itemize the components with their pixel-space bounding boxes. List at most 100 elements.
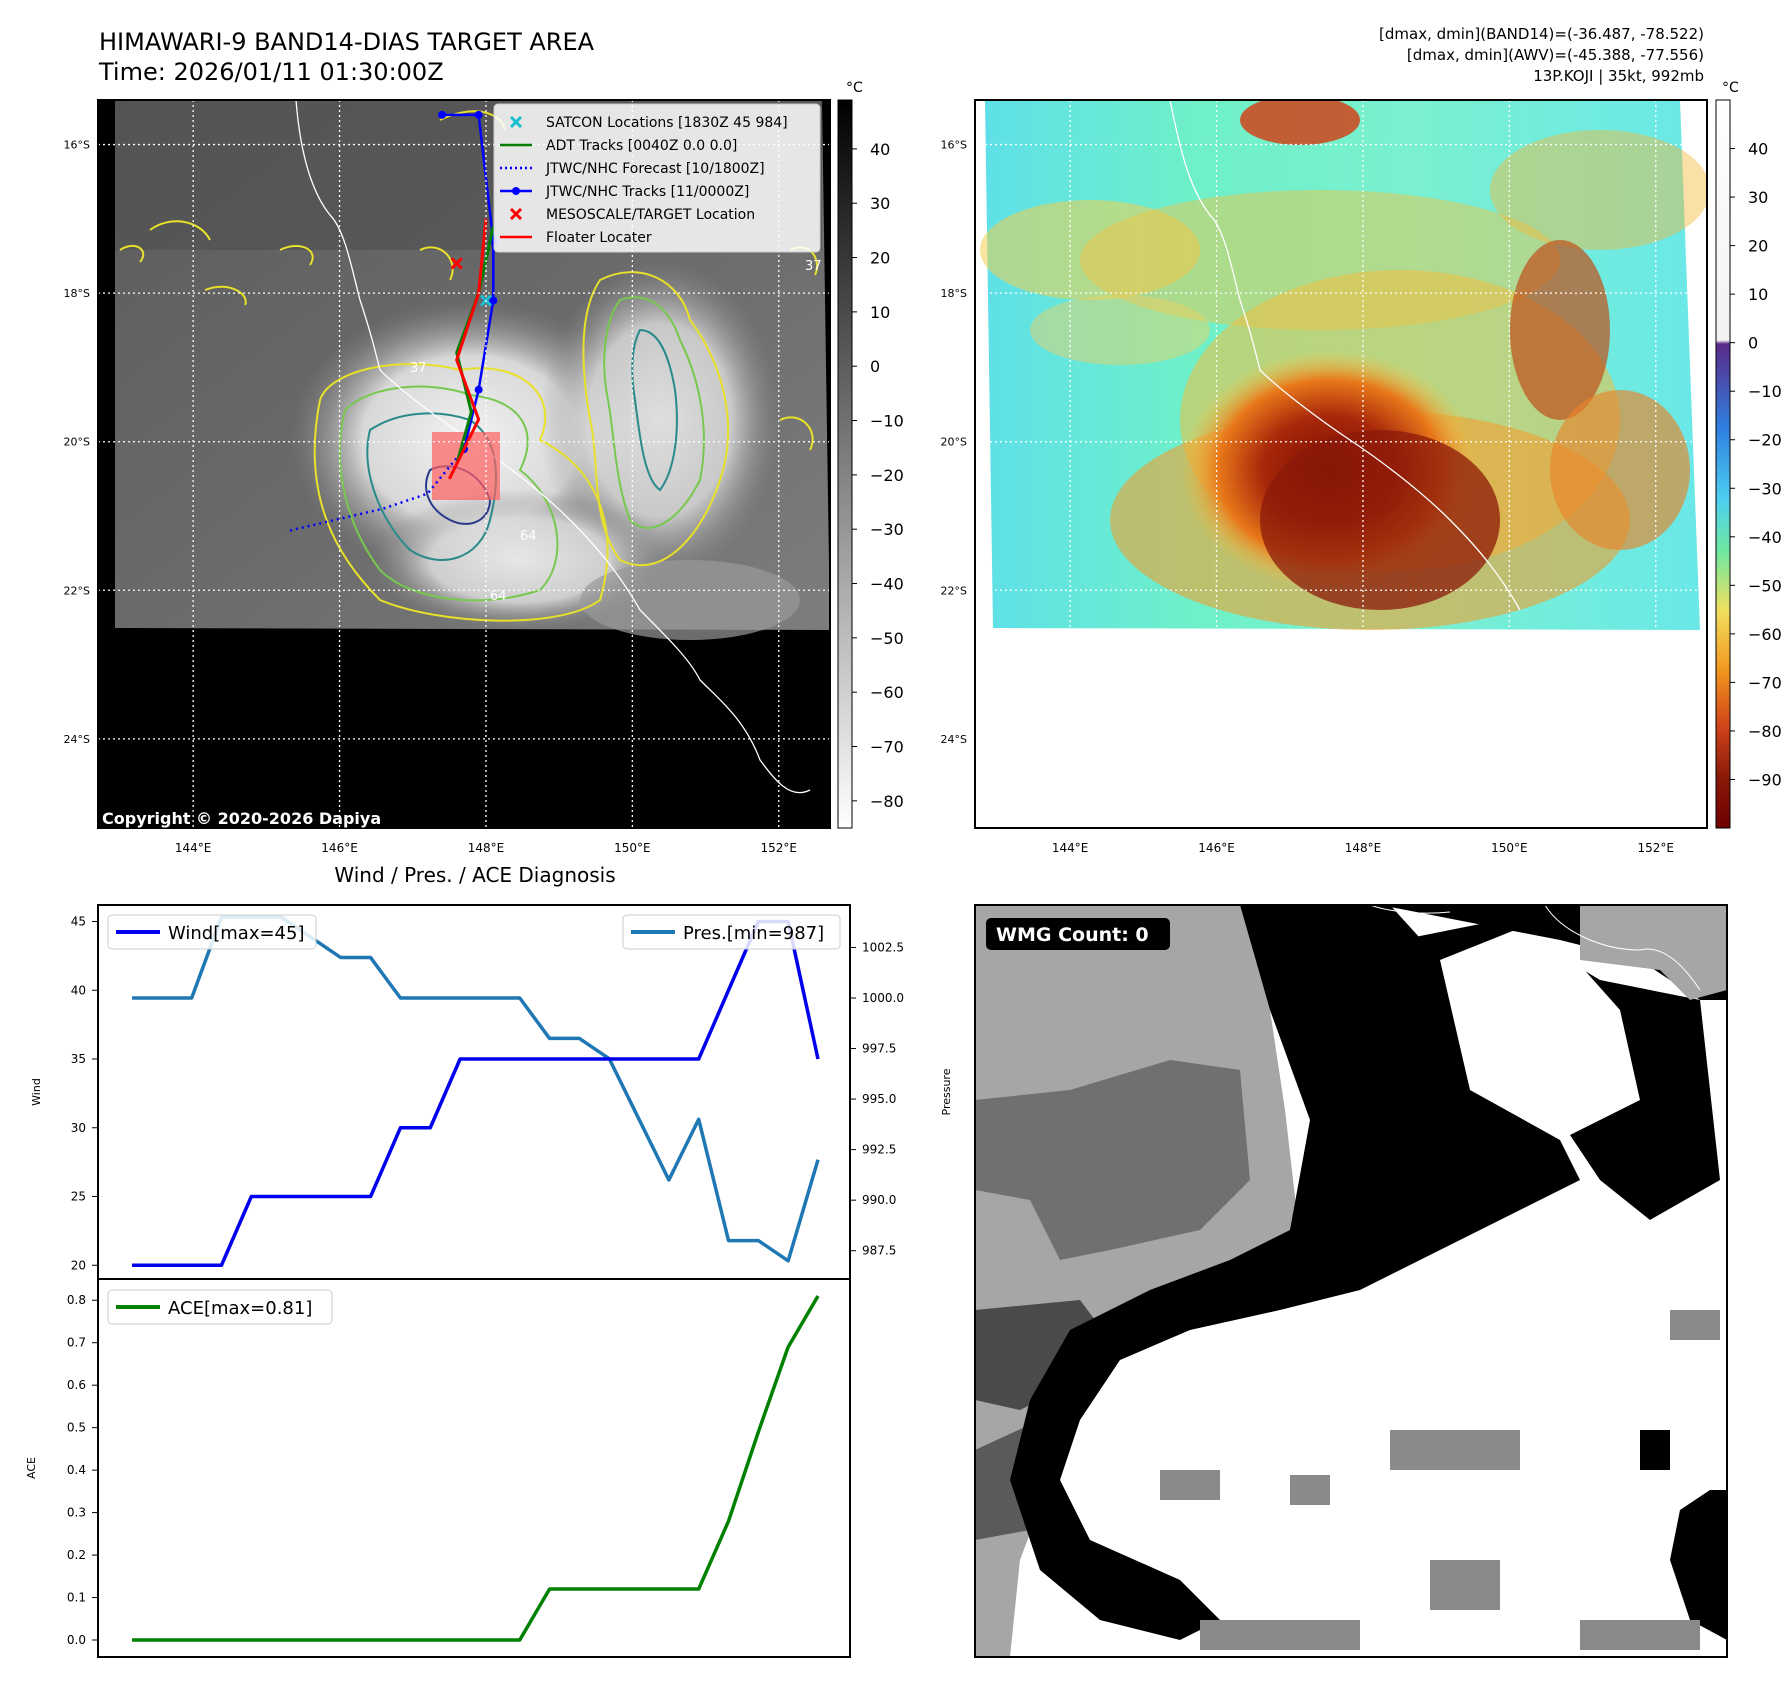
lat-tick-label: 18°S [64,287,90,300]
ir-contours [119,110,818,622]
lat-tick-label: 22°S [64,584,90,597]
legend-entry: SATCON Locations [1830Z 45 984] [509,115,788,131]
wind-axis-label: Wind [30,1078,43,1106]
pressure-tick-label: 992.5 [862,1143,896,1157]
ace-tick-label: 0.4 [67,1463,86,1477]
wind-tick-label: 45 [71,915,86,929]
colorbar-tick-label: 40 [870,140,890,159]
ace-tick-label: 0.6 [67,1378,86,1392]
colorbar-tick-label: −20 [1748,431,1782,450]
wind-tick-label: 40 [71,983,86,997]
colorbar-tick-label: 0 [1748,334,1758,353]
lon-tick-label: 144°E [175,841,212,855]
lat-tick-label: 24°S [941,733,967,746]
colorbar-tick-label: −50 [1748,576,1782,595]
pressure-tick-label: 995.0 [862,1092,896,1106]
contour-label: 37 [410,361,427,376]
lat-tick-label: 24°S [64,733,90,746]
legend-entry: JTWC/NHC Tracks [11/0000Z] [500,184,749,200]
contour-label: 64 [520,529,537,544]
colorbar-unit: °C [1722,80,1739,96]
ace-tick-label: 0.2 [67,1548,86,1562]
pressure-tick-label: 1000.0 [862,991,904,1005]
legend-entry: JTWC/NHC Forecast [10/1800Z] [500,161,765,177]
lat-tick-label: 16°S [941,139,967,152]
legend-entry: Floater Locater [500,230,652,246]
lon-tick-label: 148°E [1345,841,1382,855]
colorbar-tick-label: −30 [1748,479,1782,498]
lon-tick-label: 152°E [761,841,798,855]
colorbar-tick-label: 30 [870,194,890,213]
wmg-count: WMG Count: 0 [996,924,1149,946]
legend-label: JTWC/NHC Tracks [11/0000Z] [545,184,749,200]
colorbar-tick-label: 0 [870,357,880,376]
jtwc-track-point [438,110,447,119]
colorbar-tick-label: −10 [1748,382,1782,401]
legend-label: MESOSCALE/TARGET Location [546,207,755,223]
pressure-axis-label: Pressure [940,1068,953,1115]
colorbar-tick-label: −40 [1748,528,1782,547]
ir-map-panel: 37 64 64 37 SATCON Locations [1830Z 45 9… [64,99,831,855]
target-marker [450,257,463,270]
pressure-tick-label: 990.0 [862,1193,896,1207]
contour-labels: 37 64 64 37 [410,259,822,604]
colorbar-tick-label: −90 [1748,770,1782,789]
ace-line [132,1295,820,1642]
legend-entry: ADT Tracks [0040Z 0.0 0.0] [500,138,737,154]
figure-time: Time: 2026/01/11 01:30:00Z [98,58,444,86]
colorbar-tick-label: 10 [870,303,890,322]
x-stroke [450,257,463,270]
contour-label: 37 [805,259,822,274]
lon-tick-label: 146°E [1198,841,1235,855]
colorbar-unit: °C [846,80,863,96]
lon-tick-label: 150°E [614,841,651,855]
map-legend: SATCON Locations [1830Z 45 984] ADT Track… [493,103,821,253]
legend-x-icon [509,207,523,221]
pressure-tick-label: 1002.5 [862,940,904,954]
legend-label: ADT Tracks [0040Z 0.0 0.0] [546,138,737,154]
ace-tick-label: 0.8 [67,1293,86,1307]
legend-dot-icon [512,187,520,195]
wind-tick-label: 25 [71,1190,86,1204]
legend-label: SATCON Locations [1830Z 45 984] [546,115,788,131]
wind-tick-label: 30 [71,1121,86,1135]
ace-tick-label: 0.7 [67,1336,86,1350]
colorbar-tick-label: −70 [1748,673,1782,692]
colorbar-tick-label: −70 [870,738,904,757]
jtwc-track-point [489,296,498,305]
floater-track-line [448,218,488,480]
figure-title: HIMAWARI-9 BAND14-DIAS TARGET AREA [99,28,595,56]
ir-colorbar: °C 40 30 20 10 0 −10 −20 −30 −40 −50 −60 −70 −80 [837,80,904,829]
legend-x-icon [509,115,523,129]
wind-legend: Wind[max=45] [107,914,317,950]
lon-tick-label: 148°E [468,841,505,855]
ace-tick-label: 0.0 [67,1633,86,1647]
ace-tick-label: 0.3 [67,1506,86,1520]
pressure-legend-label: Pres.[min=987] [683,923,824,944]
colorbar-tick-label: −60 [1748,625,1782,644]
lat-tick-label: 20°S [941,436,967,449]
coastline [295,100,811,794]
colorbar-tick-label: 30 [1748,188,1768,207]
contour-label: 64 [490,589,507,604]
wind-pressure-chart: Wind / Pres. / ACE Diagnosis Wind Pressu… [30,863,953,1280]
colorbar-tick-label: 20 [1748,237,1768,256]
lon-tick-label: 146°E [321,841,358,855]
ace-tick-label: 0.1 [67,1591,86,1605]
colorbar-tick-label: −10 [870,412,904,431]
enhanced-map-panel: 16°S 18°S 20°S 22°S 24°S 144°E 146°E 148°E 150°… [941,99,1708,855]
colorbar-tick-label: 40 [1748,140,1768,159]
diagnosis-title: Wind / Pres. / ACE Diagnosis [334,863,615,887]
colorbar-tick-label: −40 [870,575,904,594]
colorbar-tick-label: −80 [870,792,904,811]
lat-tick-label: 20°S [64,436,90,449]
jtwc-track-line [442,113,495,450]
lon-tick-label: 144°E [1052,841,1089,855]
legend-entry: MESOSCALE/TARGET Location [509,207,755,223]
lat-tick-label: 18°S [941,287,967,300]
info-storm: 13P.KOJI | 35kt, 992mb [1533,67,1704,85]
lat-tick-label: 16°S [64,139,90,152]
ace-tick-label: 0.5 [67,1421,86,1435]
pressure-legend: Pres.[min=987] [622,914,841,950]
ace-axis-label: ACE [25,1457,38,1479]
